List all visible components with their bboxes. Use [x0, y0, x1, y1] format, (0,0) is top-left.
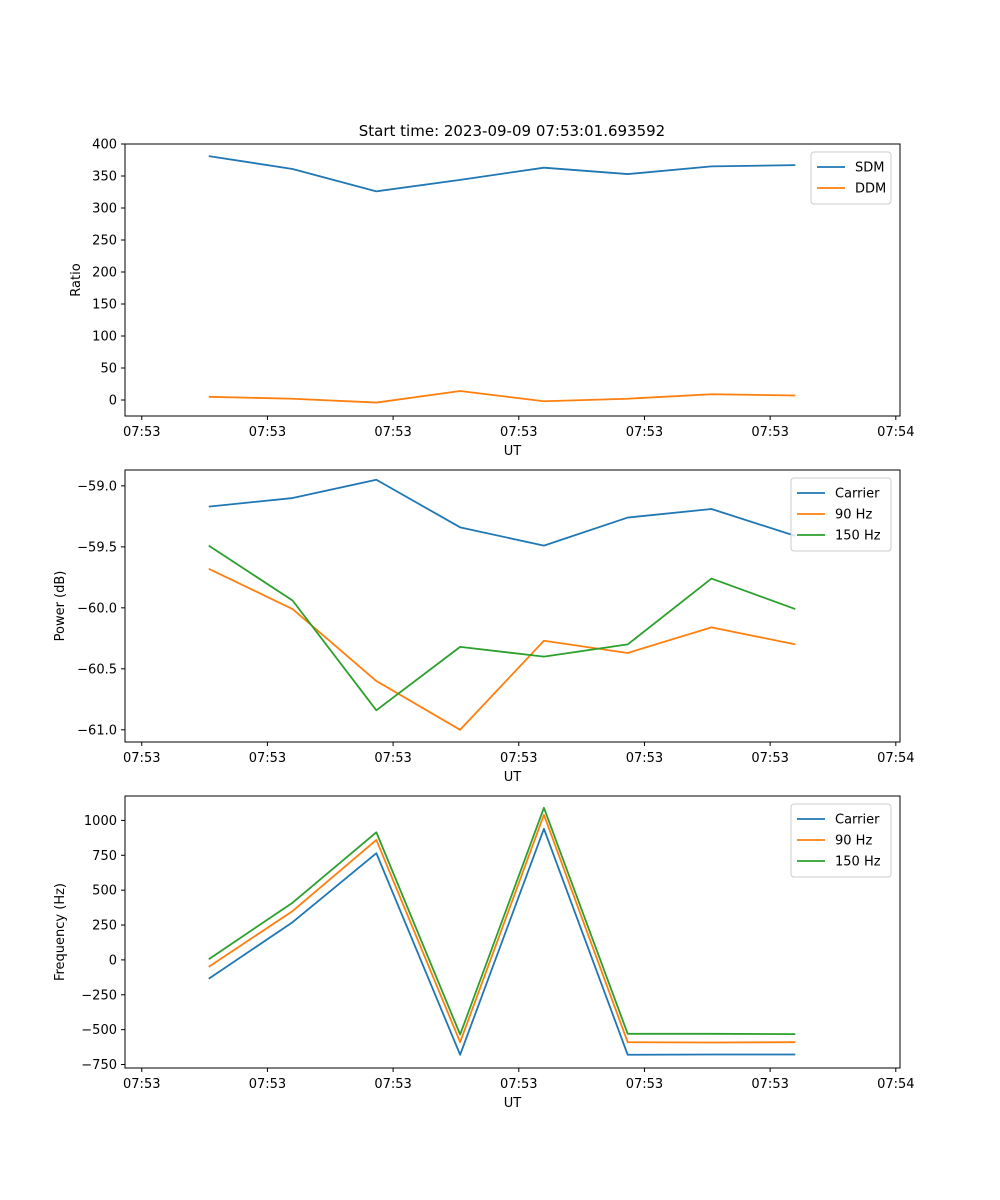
frequency-x-tick-label: 07:53 [249, 1077, 286, 1092]
frequency-legend-box [790, 803, 892, 878]
frequency-y-tick-label: −250 [81, 988, 117, 1003]
power-series-90-hz-line [208, 567, 796, 731]
power-x-tick-label: 07:53 [374, 751, 411, 766]
ratio-y-tick-label: 250 [92, 234, 117, 249]
frequency-y-tick-label: 500 [92, 884, 117, 899]
ratio-series-sdm-line [208, 155, 796, 193]
power-x-tick-label: 07:53 [751, 751, 788, 766]
power-x-tick-label: 07:53 [123, 751, 160, 766]
frequency-y-tick-label: 0 [109, 953, 117, 968]
ratio-x-tick-label: 07:53 [751, 425, 788, 440]
power-legend-label-carrier: Carrier [835, 487, 880, 502]
power-x-tick-label: 07:53 [626, 751, 663, 766]
ratio-x-tick-label: 07:53 [500, 425, 537, 440]
power-x-tick-label: 07:53 [249, 751, 286, 766]
ratio-legend-box [810, 151, 892, 205]
frequency-y-tick-label: 1000 [84, 814, 117, 829]
ratio-series-ddm-line [208, 390, 796, 404]
power-y-axis-label: Power (dB) [53, 571, 68, 642]
power-y-tick-label: −59.0 [77, 479, 117, 494]
frequency-y-tick-label: 250 [92, 919, 117, 934]
frequency-legend-label-90-hz: 90 Hz [835, 834, 872, 849]
ratio-y-tick-label: 0 [109, 394, 117, 409]
frequency-axes-frame [124, 795, 901, 1069]
ratio-x-tick-label: 07:53 [626, 425, 663, 440]
ratio-x-tick-label: 07:53 [249, 425, 286, 440]
ratio-y-tick-label: 100 [92, 330, 117, 345]
ratio-legend: SDM DDM [810, 151, 892, 205]
power-series-150-hz-line [208, 544, 796, 712]
ratio-y-tick-label: 300 [92, 202, 117, 217]
power-x-axis-label: UT [504, 770, 522, 785]
ratio-y-tick-label: 400 [92, 138, 117, 153]
frequency-legend-label-150-hz: 150 Hz [835, 855, 881, 870]
frequency-series-150-hz-line [208, 806, 796, 1036]
frequency-series-carrier-line [208, 827, 796, 1056]
ratio-axes-frame [124, 143, 901, 417]
ratio-legend-label-ddm: DDM [855, 182, 886, 197]
frequency-x-tick-label: 07:53 [374, 1077, 411, 1092]
ratio-y-axis-label: Ratio [69, 263, 84, 296]
power-legend-label-90-hz: 90 Hz [835, 508, 872, 523]
frequency-y-tick-label: 750 [92, 849, 117, 864]
power-y-tick-label: −61.0 [77, 723, 117, 738]
power-y-tick-label: −60.5 [77, 662, 117, 677]
power-series-carrier-line [208, 478, 796, 547]
power-legend: Carrier 90 Hz 150 Hz [790, 477, 892, 552]
frequency-series-90-hz-line [208, 813, 796, 1044]
ratio-subplot: 07:53 07:53 07:53 07:53 07:53 07:53 07:54 0 50 10… [69, 138, 915, 460]
ratio-x-tick-label: 07:53 [123, 425, 160, 440]
power-subplot: 07:53 07:53 07:53 07:53 07:53 07:53 07:54 −61.0… [53, 469, 915, 785]
frequency-legend: Carrier 90 Hz 150 Hz [790, 803, 892, 878]
frequency-x-axis-label: UT [504, 1096, 522, 1111]
ratio-y-tick-label: 350 [92, 170, 117, 185]
ratio-y-tick-label: 200 [92, 266, 117, 281]
frequency-x-tick-label: 07:53 [500, 1077, 537, 1092]
frequency-y-axis-label: Frequency (Hz) [53, 883, 68, 981]
ratio-x-axis-label: UT [504, 444, 522, 459]
power-y-tick-label: −60.0 [77, 601, 117, 616]
frequency-subplot: 07:53 07:53 07:53 07:53 07:53 07:53 07:54 −750 −… [53, 795, 915, 1111]
power-axes-frame [124, 469, 901, 743]
power-legend-label-150-hz: 150 Hz [835, 529, 881, 544]
frequency-x-tick-label: 07:53 [626, 1077, 663, 1092]
ratio-x-tick-label: 07:53 [374, 425, 411, 440]
ratio-legend-label-sdm: SDM [855, 161, 884, 176]
frequency-legend-label-carrier: Carrier [835, 813, 880, 828]
frequency-y-tick-label: −750 [81, 1058, 117, 1073]
power-legend-box [790, 477, 892, 552]
power-x-tick-label: 07:53 [500, 751, 537, 766]
figure-title: Start time: 2023-09-09 07:53:01.693592 [359, 122, 665, 140]
power-y-tick-label: −59.5 [77, 540, 117, 555]
frequency-y-tick-label: −500 [81, 1023, 117, 1038]
ratio-y-tick-label: 50 [100, 362, 117, 377]
frequency-x-tick-label: 07:53 [751, 1077, 788, 1092]
frequency-x-tick-label: 07:53 [123, 1077, 160, 1092]
frequency-x-tick-label: 07:54 [877, 1077, 914, 1092]
ratio-x-tick-label: 07:54 [877, 425, 914, 440]
ratio-y-tick-label: 150 [92, 298, 117, 313]
power-x-tick-label: 07:54 [877, 751, 914, 766]
